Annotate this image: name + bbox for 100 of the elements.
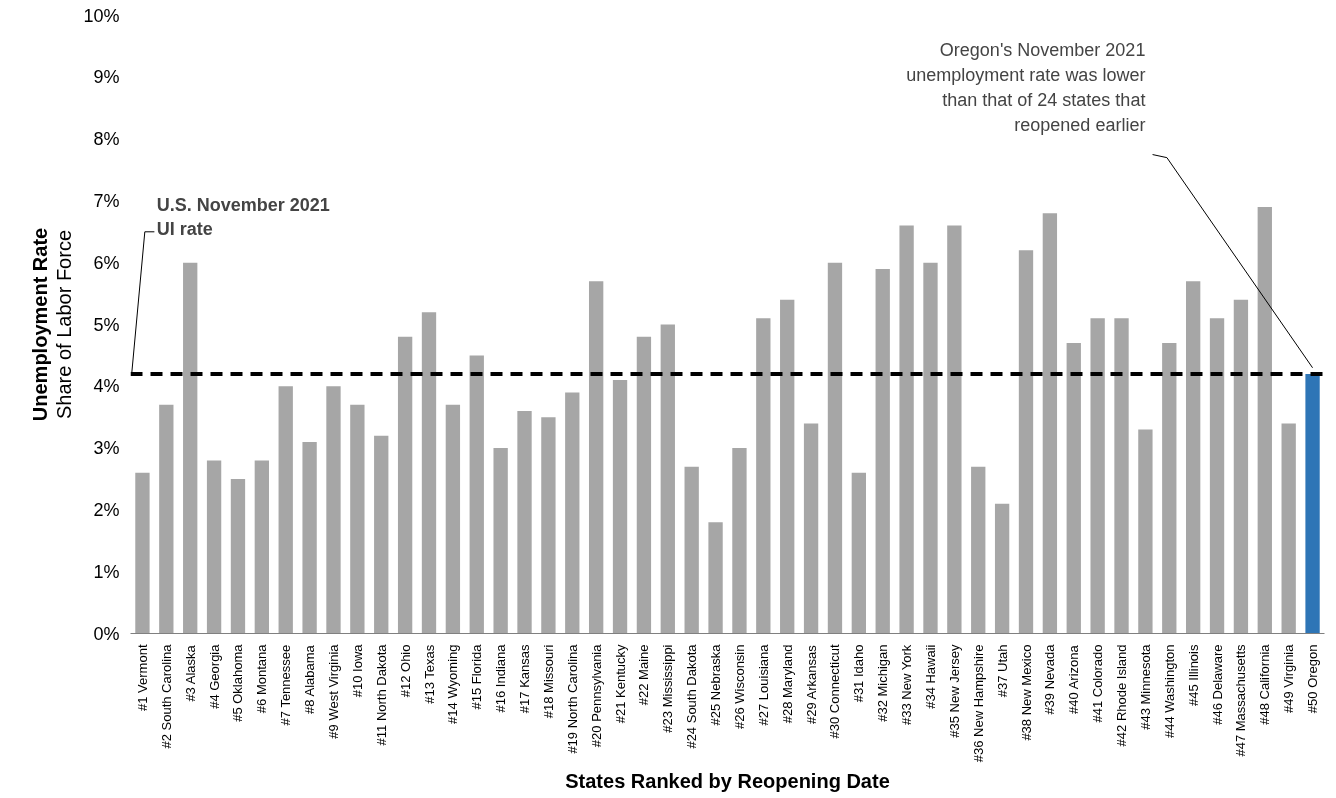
x-tick-label: #12 Ohio (397, 644, 413, 698)
x-tick-label: #17 Kansas (517, 644, 533, 714)
bar (326, 386, 341, 634)
x-tick-label: #46 Delaware (1209, 644, 1225, 725)
y-tick-label: 5% (93, 314, 120, 335)
bar (636, 336, 652, 634)
y-axis-title: Unemployment Rate (28, 227, 51, 422)
bar (1281, 423, 1296, 634)
x-tick-label: #43 Minnesota (1137, 643, 1153, 730)
bar (708, 522, 723, 634)
x-tick-label: #25 Nebraska (708, 643, 724, 726)
bar (541, 417, 556, 634)
bar (1042, 213, 1058, 634)
x-tick-label: #5 Oklahoma (230, 643, 246, 722)
bar (1209, 318, 1225, 634)
x-tick-label: #41 Colorado (1090, 644, 1106, 723)
x-tick-label: #18 Missouri (540, 644, 556, 719)
bar (1305, 373, 1320, 634)
bar (206, 460, 222, 634)
bar (780, 299, 795, 634)
bar (350, 404, 365, 634)
bar (445, 404, 461, 634)
x-tick-label: #16 Indiana (493, 643, 509, 713)
y-tick-label: 2% (93, 499, 120, 520)
x-tick-label: #2 South Carolina (158, 643, 174, 749)
bar (947, 225, 962, 634)
x-tick-label: #31 Idaho (851, 644, 867, 703)
x-tick-label: #15 Florida (469, 643, 485, 710)
bar (732, 448, 747, 634)
bar (230, 479, 246, 634)
x-tick-label: #3 Alaska (182, 644, 198, 702)
bar (684, 466, 699, 634)
x-tick-label: #30 Connecticut (827, 644, 843, 739)
x-tick-label: #20 Pennsylvania (588, 643, 604, 748)
x-tick-label: #11 North Dakota (373, 643, 389, 746)
bar (612, 380, 628, 634)
y-tick-label: 10% (83, 5, 120, 26)
bar (971, 466, 986, 634)
bar (302, 441, 317, 634)
bar (469, 355, 484, 634)
bar (589, 281, 604, 634)
text: Share of Labor Force (53, 230, 76, 419)
x-tick-label: #34 Hawaii (922, 644, 938, 709)
x-tick-label: #50 Oregon (1305, 644, 1321, 714)
x-tick-label: #7 Tennessee (278, 644, 294, 726)
bar (1186, 281, 1201, 634)
bar (1162, 343, 1177, 634)
bar (899, 225, 914, 634)
bar (493, 448, 508, 634)
y-tick-label: 1% (93, 561, 120, 582)
bar (923, 262, 938, 634)
x-tick-label: #37 Utah (994, 644, 1010, 698)
x-tick-label: #13 Texas (421, 644, 437, 704)
x-tick-label: #9 West Virginia (325, 643, 341, 739)
x-tick-label: #40 Arizona (1066, 644, 1082, 714)
annotation: Oregon's November 2021 unemployment rate was lower than that of 24 states that reopened earlier (906, 40, 1146, 136)
y-tick-label: 9% (93, 67, 120, 88)
x-tick-label: #29 Arkansas (803, 644, 819, 724)
bar (994, 503, 1010, 634)
x-axis-title: States Ranked by Reopening Date (565, 770, 890, 793)
y-tick-label: 8% (93, 129, 120, 150)
bar (851, 472, 866, 634)
x-tick-label: #23 Mississippi (660, 644, 676, 733)
bar (1114, 318, 1129, 634)
x-tick-label: #8 Alabama (302, 644, 318, 714)
bar (183, 262, 198, 634)
bar (421, 312, 437, 634)
x-tick-label: #6 Montana (254, 643, 270, 714)
x-tick-label: #48 California (1257, 643, 1273, 725)
x-tick-label: #24 South Dakota (684, 643, 700, 749)
x-tick-label: #44 Washington (1161, 644, 1177, 738)
x-tick-label: #22 Maine (636, 644, 652, 706)
x-tick-label: #4 Georgia (206, 643, 222, 709)
x-tick-label: #21 Kentucky (612, 644, 628, 724)
y-tick-label: 4% (93, 376, 120, 397)
x-tick-label: #1 Vermont (134, 644, 150, 711)
x-tick-label: #10 Iowa (349, 643, 365, 698)
x-tick-label: #38 New Mexico (1018, 644, 1034, 741)
bar (1066, 343, 1081, 634)
x-tick-label: #28 Maryland (779, 644, 795, 724)
x-tick-label: #36 New Hampshire (970, 644, 986, 763)
bar (1090, 318, 1105, 634)
x-tick-label: #26 Wisconsin (731, 644, 747, 730)
ref-line-label: U.S. November 2021 UI rate (156, 194, 330, 239)
bar (827, 262, 843, 634)
x-tick-label: #14 Wyoming (445, 644, 461, 724)
x-tick-label: #45 Illinois (1185, 644, 1201, 706)
x-tick-label: #39 Nevada (1042, 643, 1058, 715)
bar (660, 324, 675, 634)
bar (1233, 299, 1249, 634)
x-tick-label: #32 Michigan (875, 644, 891, 722)
y-tick-label: 6% (93, 252, 120, 273)
bar (374, 435, 389, 634)
x-tick-label: #42 Rhode Island (1114, 644, 1130, 747)
y-tick-label: 7% (93, 190, 120, 211)
bar (1138, 429, 1153, 634)
bar (1018, 250, 1034, 634)
bar (397, 336, 413, 634)
bar (254, 460, 269, 634)
x-tick-label: #19 North Carolina (564, 643, 580, 754)
